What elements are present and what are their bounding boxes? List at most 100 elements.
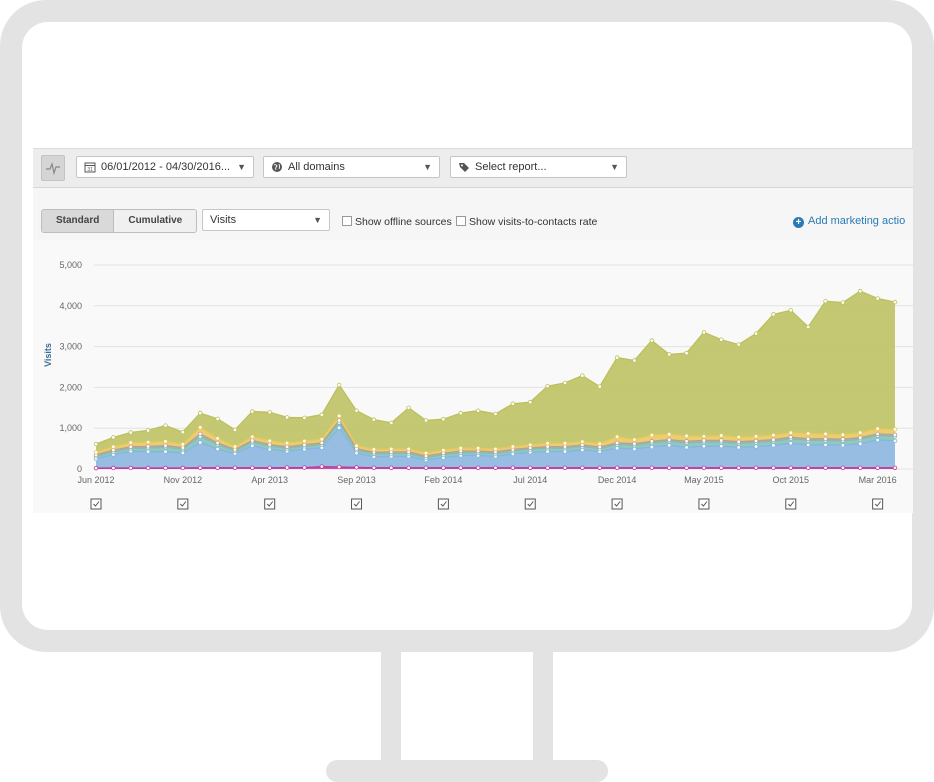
series-point (875, 431, 880, 437)
report-dropdown[interactable]: Select report... ▼ (450, 156, 627, 178)
series-point (805, 442, 811, 448)
series-point (267, 438, 272, 444)
series-point (389, 420, 394, 426)
y-tick-label: 0 (77, 464, 82, 474)
check-icon (527, 501, 534, 507)
series-point (632, 437, 637, 442)
series-point (632, 358, 637, 363)
series-point (753, 434, 759, 439)
series-point (597, 384, 602, 389)
series-point (389, 465, 394, 470)
series-point (423, 418, 429, 423)
series-point (284, 444, 290, 449)
series-point (614, 440, 620, 446)
offline-sources-checkbox[interactable]: Show offline sources (342, 216, 452, 228)
pulse-icon[interactable] (41, 155, 65, 181)
marketing-action-icon[interactable] (351, 498, 363, 510)
standard-toggle[interactable]: Standard (42, 210, 114, 232)
series-point (823, 431, 828, 437)
calendar-icon (90, 498, 102, 510)
series-point (771, 312, 776, 317)
series-point (180, 429, 186, 435)
series-point (319, 412, 325, 417)
series-point (389, 446, 394, 452)
series-point (736, 342, 741, 347)
series-point (145, 465, 151, 471)
series-point (840, 300, 846, 305)
calendar-icon (785, 498, 797, 510)
series-point (649, 432, 655, 438)
series-point (788, 434, 793, 440)
series-point (597, 441, 602, 446)
series-point (805, 436, 811, 442)
series-point (892, 299, 898, 305)
series-point (215, 416, 220, 422)
check-icon (179, 501, 187, 507)
marketing-action-icon[interactable] (698, 498, 710, 510)
series-point (93, 450, 99, 455)
marketing-action-icon[interactable] (872, 498, 884, 510)
series-point (701, 465, 707, 470)
marketing-action-icon[interactable] (524, 498, 536, 510)
plus-icon: + (793, 217, 804, 228)
series-point (875, 426, 880, 431)
series-area-1 (96, 427, 895, 469)
series-point (319, 464, 325, 469)
calendar-icon (264, 498, 276, 510)
series-point (649, 439, 655, 444)
visits-to-contacts-checkbox[interactable]: Show visits-to-contacts rate (456, 216, 597, 228)
series-point (684, 433, 689, 439)
series-point (111, 465, 116, 471)
series-point (614, 445, 620, 451)
marketing-action-icon[interactable] (90, 498, 102, 510)
marketing-action-icon[interactable] (785, 498, 797, 510)
cumulative-toggle[interactable]: Cumulative (113, 210, 197, 232)
series-point (406, 465, 411, 470)
series-point (545, 383, 550, 389)
series-point (719, 337, 724, 342)
x-tick-label: Oct 2015 (773, 475, 810, 485)
domains-dropdown[interactable]: All domains ▼ (263, 156, 440, 178)
x-tick-label: Feb 2014 (424, 475, 462, 485)
y-axis-label: Visits (43, 343, 53, 367)
series-point (163, 465, 168, 471)
marketing-action-icon[interactable] (437, 498, 449, 510)
series-point (128, 430, 133, 435)
series-point (336, 418, 342, 423)
metric-dropdown[interactable]: Visits ▼ (202, 209, 330, 231)
series-point (545, 465, 550, 470)
date-range-label: 06/01/2012 - 04/30/2016... (101, 161, 231, 173)
series-point (753, 465, 759, 470)
series-point (198, 465, 203, 470)
series-point (423, 465, 429, 470)
series-point (250, 438, 255, 443)
series-point (858, 435, 863, 440)
series-point (875, 437, 880, 443)
series-point (493, 411, 498, 417)
series-point (771, 443, 776, 448)
series-point (736, 439, 741, 444)
series-point (736, 445, 741, 450)
add-marketing-action-link[interactable]: + Add marketing actio (793, 215, 905, 228)
marketing-action-icon[interactable] (177, 498, 189, 510)
series-point (145, 449, 151, 454)
date-range-dropdown[interactable]: 31 06/01/2012 - 04/30/2016... ▼ (76, 156, 254, 178)
series-point (336, 382, 342, 388)
series-point (302, 438, 307, 444)
series-point (614, 355, 620, 360)
series-point (875, 465, 880, 470)
series-point (840, 465, 846, 470)
series-point (805, 324, 811, 330)
visits-to-contacts-label: Show visits-to-contacts rate (469, 216, 598, 228)
series-point (215, 440, 220, 446)
marketing-action-icon[interactable] (264, 498, 276, 510)
x-tick-label: Dec 2014 (598, 475, 637, 485)
series-point (684, 439, 689, 444)
series-point (510, 401, 516, 406)
series-point (458, 410, 463, 416)
series-point (736, 434, 741, 440)
series-point (284, 440, 290, 446)
marketing-action-icon[interactable] (611, 498, 623, 510)
series-point (684, 445, 689, 450)
series-point (302, 442, 307, 447)
